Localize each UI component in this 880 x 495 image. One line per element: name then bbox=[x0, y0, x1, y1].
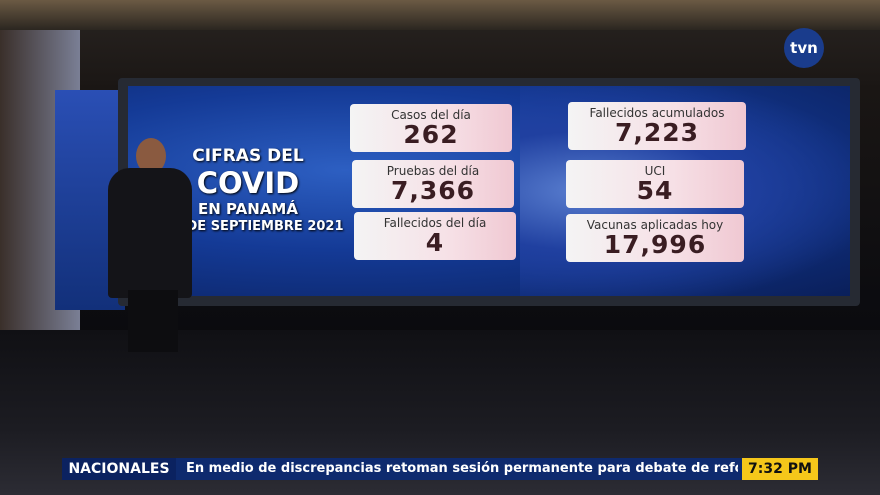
stat-card: UCI 54 bbox=[566, 160, 744, 208]
stat-label: Vacunas aplicadas hoy bbox=[586, 218, 724, 232]
channel-logo: tvn bbox=[784, 28, 824, 68]
stat-value: 7,366 bbox=[390, 176, 476, 205]
stat-label: Casos del día bbox=[391, 108, 471, 122]
ticker-section: NACIONALES bbox=[62, 458, 176, 480]
ceiling bbox=[0, 0, 880, 30]
stat-value: 262 bbox=[403, 120, 459, 149]
title-line: EN PANAMÁ bbox=[198, 200, 298, 218]
title-line: CIFRAS DEL bbox=[192, 146, 304, 166]
stat-card: Pruebas del día 7,366 bbox=[352, 160, 514, 208]
stat-value: 7,223 bbox=[614, 118, 700, 147]
title-line: DE SEPTIEMBRE 2021 bbox=[186, 219, 344, 234]
presenter-body bbox=[108, 168, 192, 298]
stat-label: UCI bbox=[644, 164, 666, 178]
stat-value: 17,996 bbox=[603, 230, 707, 259]
stat-label: Fallecidos acumulados bbox=[589, 106, 725, 120]
presenter-legs bbox=[128, 290, 178, 352]
ticker-time: 7:32 PM bbox=[742, 458, 818, 480]
stat-card: Vacunas aplicadas hoy 17,996 bbox=[566, 214, 744, 262]
stat-label: Fallecidos del día bbox=[383, 216, 487, 230]
ticker-bar bbox=[62, 458, 818, 480]
stat-value: 4 bbox=[425, 228, 445, 257]
stat-card: Fallecidos del día 4 bbox=[354, 212, 516, 260]
ticker-headline: En medio de discrepancias retoman sesión… bbox=[186, 461, 738, 476]
stat-card: Fallecidos acumulados 7,223 bbox=[568, 102, 746, 150]
stat-card: Casos del día 262 bbox=[350, 104, 512, 152]
stat-value: 54 bbox=[636, 176, 674, 205]
stat-label: Pruebas del día bbox=[386, 164, 480, 178]
title-line: COVID bbox=[196, 166, 300, 200]
